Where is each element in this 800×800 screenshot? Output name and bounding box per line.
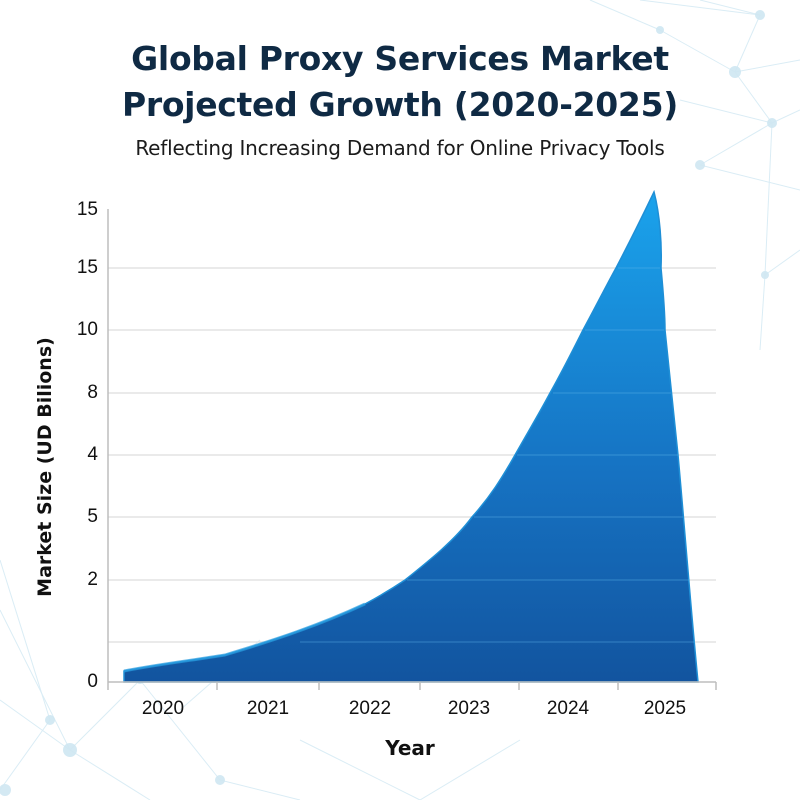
y-tick-label: 2 <box>87 569 98 590</box>
x-axis-title: Year <box>385 736 435 760</box>
y-tick-label: 4 <box>87 444 98 465</box>
chart-title-line-2: Projected Growth (2020-2025) <box>121 85 679 124</box>
axes <box>107 209 717 690</box>
x-tick-label: 2021 <box>246 698 290 719</box>
chart-title-line-1: Global Proxy Services Market <box>131 39 669 78</box>
y-tick-label: 15 <box>76 257 98 278</box>
y-tick-label: 0 <box>87 671 98 692</box>
x-tick-label: 2023 <box>447 698 491 719</box>
y-tick-label: 5 <box>87 506 98 527</box>
x-tick-label: 2020 <box>141 698 185 719</box>
y-axis-title: Market Size (UD Bilions) <box>34 337 56 597</box>
y-tick-label: 15 <box>76 199 98 220</box>
y-tick-label: 10 <box>76 319 98 340</box>
x-tick-label: 2022 <box>348 698 392 719</box>
x-tick-label: 2024 <box>546 698 590 719</box>
chart-title: Global Proxy Services Market Projected G… <box>0 36 800 128</box>
chart-subtitle: Reflecting Increasing Demand for Online … <box>135 136 665 160</box>
market-size-area <box>123 189 699 683</box>
y-tick-label: 8 <box>87 382 98 403</box>
x-tick-label: 2025 <box>643 698 687 719</box>
